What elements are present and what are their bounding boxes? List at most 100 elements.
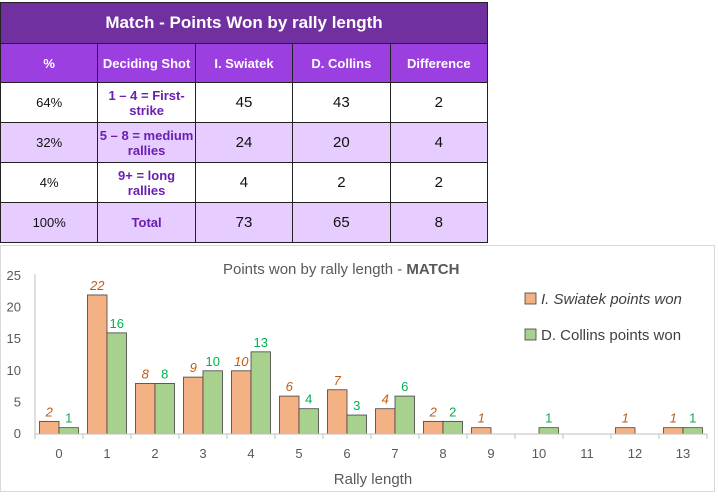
bar [682, 427, 703, 435]
bar [394, 395, 415, 435]
bar [183, 376, 204, 435]
data-label: 22 [89, 278, 105, 293]
bar [375, 408, 396, 435]
data-label: 3 [353, 398, 360, 413]
data-label: 6 [401, 379, 408, 394]
cell-pct: 4% [0, 162, 99, 203]
y-tick-label: 25 [7, 268, 21, 283]
cell-player1: 24 [194, 122, 294, 163]
cell-diff: 4 [389, 122, 489, 163]
x-tick-label: 4 [247, 446, 254, 461]
x-tick-label: 7 [391, 446, 398, 461]
legend-label: D. Collins points won [541, 327, 681, 344]
data-label: 1 [545, 411, 552, 426]
legend-label: I. Swiatek points won [541, 291, 682, 308]
cell-diff: 2 [389, 82, 489, 123]
table-row: 4% 9+ = long rallies 4 2 2 [0, 162, 489, 203]
x-tick-label: 0 [55, 446, 62, 461]
x-tick-label: 11 [580, 446, 594, 461]
data-label: 1 [478, 411, 485, 426]
bar [615, 427, 636, 435]
cell-diff: 2 [389, 162, 489, 203]
bar [87, 294, 108, 435]
x-tick-label: 3 [199, 446, 206, 461]
bar-chart: Points won by rally length - MATCH 05101… [7, 261, 708, 488]
chart-container: Points won by rally length - MATCH 0 5 10 1… [0, 245, 715, 492]
bar [471, 427, 492, 435]
cell-player2: 2 [292, 162, 391, 203]
data-label: 2 [45, 404, 54, 419]
bar [202, 370, 223, 435]
bar [106, 332, 127, 435]
bar [250, 351, 271, 435]
data-label: 1 [622, 411, 629, 426]
chart-title-bold: MATCH [406, 261, 459, 278]
bar [663, 427, 684, 435]
y-axis: 0 5 10 15 20 25 [7, 268, 36, 441]
data-label: 8 [142, 366, 150, 381]
cell-shot: 9+ = long rallies [97, 162, 196, 203]
bar [231, 370, 252, 435]
data-label: 16 [110, 316, 124, 331]
y-tick-label: 10 [7, 363, 21, 378]
legend: I. Swiatek points won D. Collins points w… [524, 291, 682, 344]
y-tick-label: 15 [7, 331, 21, 346]
bar [135, 383, 156, 435]
data-label: 2 [429, 404, 438, 419]
points-table: Match - Points Won by rally length % Dec… [0, 2, 489, 243]
header-player2: D. Collins [292, 43, 391, 83]
data-label: 4 [305, 392, 312, 407]
x-tick-label: 12 [628, 446, 642, 461]
header-player1: I. Swiatek [194, 43, 294, 83]
bar [423, 420, 444, 435]
cell-player2: 20 [292, 122, 391, 163]
y-tick-label: 0 [14, 426, 21, 441]
table-row: 32% 5 – 8 = medium rallies 24 20 4 [0, 122, 489, 163]
x-tick-label: 8 [439, 446, 446, 461]
x-axis: 0 1 2 3 4 5 6 7 8 9 10 11 12 13 [34, 433, 708, 461]
bar [279, 395, 300, 435]
cell-player2: 65 [292, 202, 391, 243]
table-title-row: Match - Points Won by rally length [0, 2, 488, 44]
data-label: 1 [670, 411, 677, 426]
cell-pct: 64% [0, 82, 99, 123]
bar [154, 383, 175, 435]
legend-swatch [524, 292, 537, 305]
data-label: 1 [65, 411, 72, 426]
data-label: 1 [689, 411, 696, 426]
bar [327, 389, 348, 435]
bar [58, 427, 79, 435]
bar [39, 420, 60, 435]
data-label: 7 [334, 373, 342, 388]
x-tick-label: 10 [532, 446, 546, 461]
data-label: 6 [286, 379, 294, 394]
bar [442, 420, 463, 435]
x-tick-label: 2 [151, 446, 158, 461]
bar [298, 408, 319, 435]
header-difference: Difference [389, 43, 489, 83]
cell-player1: 73 [194, 202, 294, 243]
cell-pct: 100% [0, 202, 99, 243]
table-row: 64% 1 – 4 = First-strike 45 43 2 [0, 82, 489, 123]
header-deciding-shot: Deciding Shot [97, 43, 196, 83]
chart-title: Points won by rally length - MATCH [223, 261, 459, 278]
data-label: 4 [382, 392, 389, 407]
x-tick-label: 13 [676, 446, 690, 461]
data-label: 9 [190, 360, 197, 375]
y-tick-label: 5 [14, 394, 21, 409]
cell-shot: Total [97, 202, 196, 243]
cell-pct: 32% [0, 122, 99, 163]
x-tick-label: 9 [487, 446, 494, 461]
header-pct: % [0, 43, 99, 83]
y-tick-label: 20 [7, 300, 21, 315]
cell-shot: 5 – 8 = medium rallies [97, 122, 196, 163]
cell-shot: 1 – 4 = First-strike [97, 82, 196, 123]
cell-player1: 4 [194, 162, 294, 203]
data-label: 10 [234, 354, 249, 369]
x-tick-label: 1 [103, 446, 110, 461]
cell-diff: 8 [389, 202, 489, 243]
x-tick-label: 5 [295, 446, 302, 461]
data-label: 8 [161, 366, 168, 381]
bar [538, 427, 559, 435]
